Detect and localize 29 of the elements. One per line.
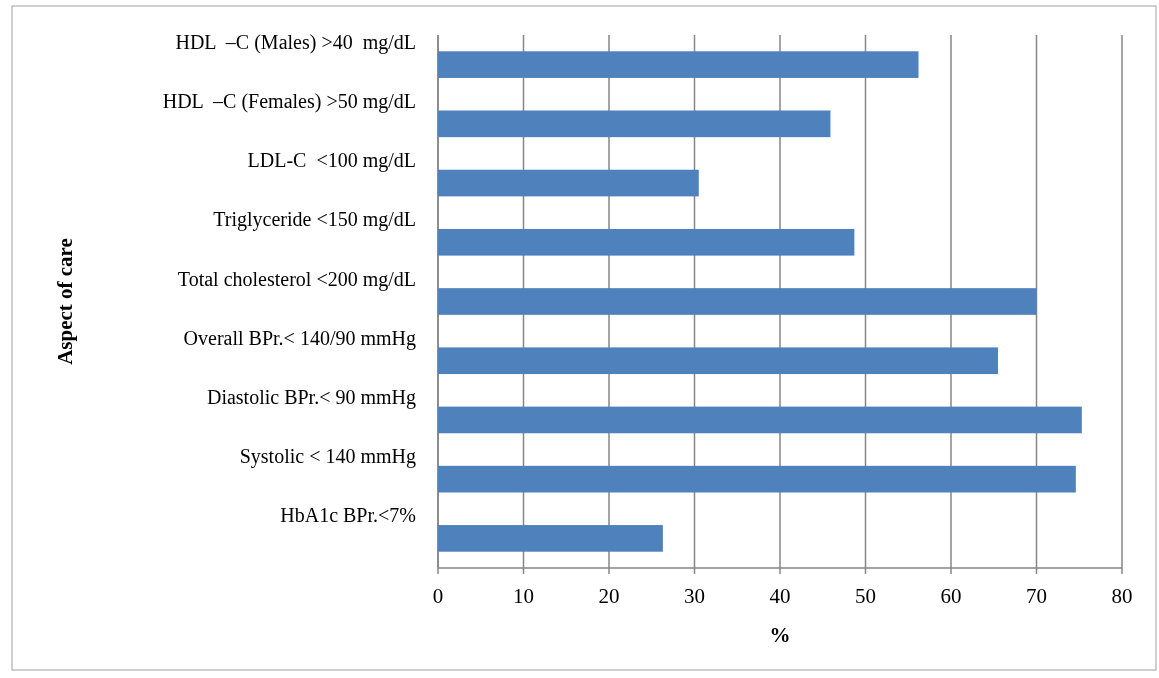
y-axis-title: Aspect of care [53,238,77,365]
x-tick-label: 0 [432,584,444,608]
x-tick-label: 30 [684,584,705,608]
x-tick-label: 80 [1111,584,1133,608]
bar [438,288,1037,315]
y-tick-label: Systolic < 140 mmHg [239,445,416,469]
x-tick-label: 10 [513,584,534,608]
bar [438,347,999,375]
y-tick-label: Diastolic BPr.< 90 mmHg [206,385,416,409]
y-tick-label: Overall BPr.< 140/90 mmHg [183,326,416,350]
x-tick-label: 60 [940,584,962,608]
y-tick-label: HDL –C (Females) >50 mg/dL [162,89,416,113]
bar [438,228,855,256]
bar [438,110,831,138]
x-tick-label: 50 [855,584,876,608]
y-tick-label: HDL –C (Males) >40 mg/dL [175,30,416,54]
bar [438,465,1076,493]
y-tick-label: HbA1c BPr.<7% [280,504,416,527]
y-tick-label: LDL-C <100 mg/dL [247,149,416,173]
x-tick-label: 70 [1026,584,1047,608]
y-tick-label: Total cholesterol <200 mg/dL [177,267,416,291]
y-tick-label: Triglyceride <150 mg/dL [213,208,416,232]
bar [438,169,699,197]
x-axis-title: % [769,623,791,647]
x-tick-label: 40 [769,584,791,608]
bar [438,51,919,78]
x-tick-label: 20 [598,584,620,608]
bar [438,406,1082,434]
bar [438,525,663,552]
